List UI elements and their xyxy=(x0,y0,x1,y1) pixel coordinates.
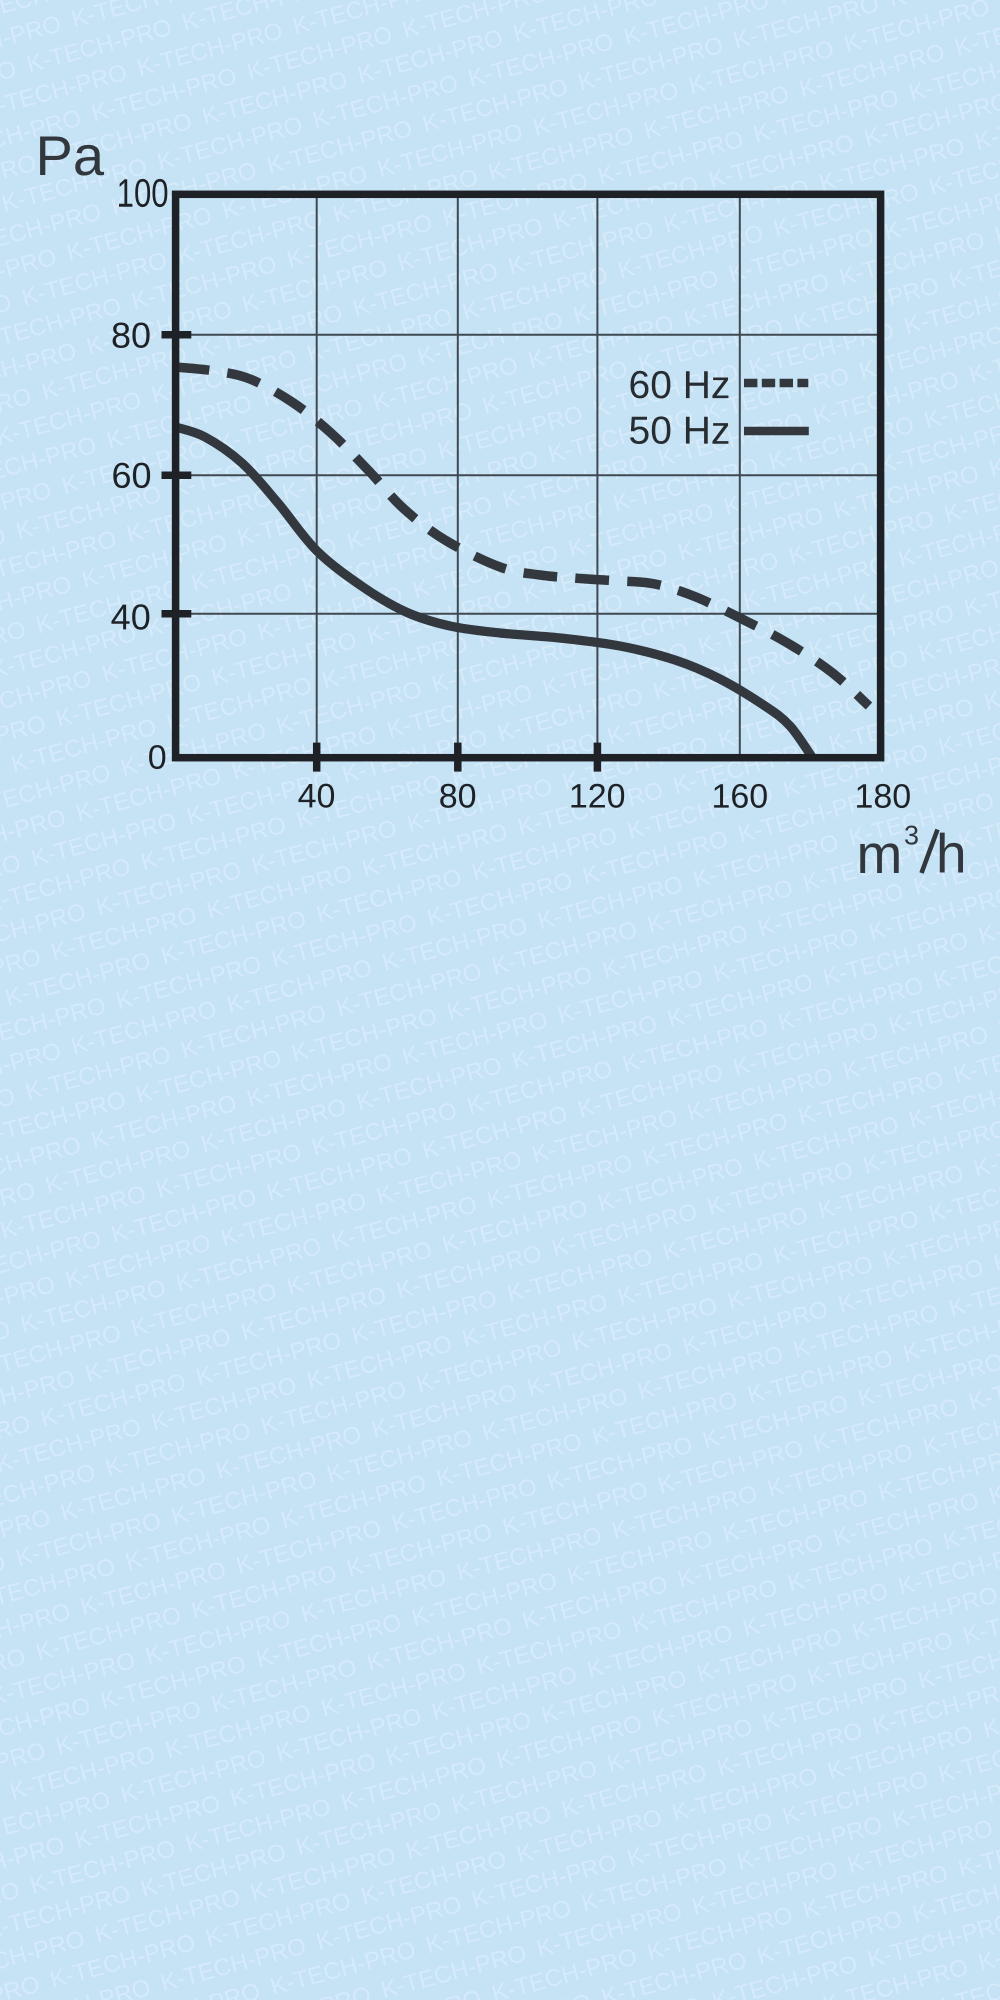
svg-text:Pa: Pa xyxy=(35,124,104,187)
svg-text:60 Hz: 60 Hz xyxy=(629,364,731,407)
svg-text:60: 60 xyxy=(111,455,151,496)
svg-text:100: 100 xyxy=(117,172,169,216)
svg-text:3: 3 xyxy=(904,820,919,850)
svg-text:80: 80 xyxy=(111,315,151,356)
svg-text:h: h xyxy=(936,822,967,884)
svg-text:160: 160 xyxy=(711,778,768,816)
svg-text:40: 40 xyxy=(298,777,336,815)
svg-text:180: 180 xyxy=(854,778,911,816)
svg-text:120: 120 xyxy=(569,778,626,816)
svg-text:0: 0 xyxy=(148,739,167,777)
svg-text:m: m xyxy=(856,823,902,885)
svg-text:50 Hz: 50 Hz xyxy=(629,410,731,453)
svg-text:80: 80 xyxy=(439,777,477,815)
svg-text:40: 40 xyxy=(111,596,151,637)
